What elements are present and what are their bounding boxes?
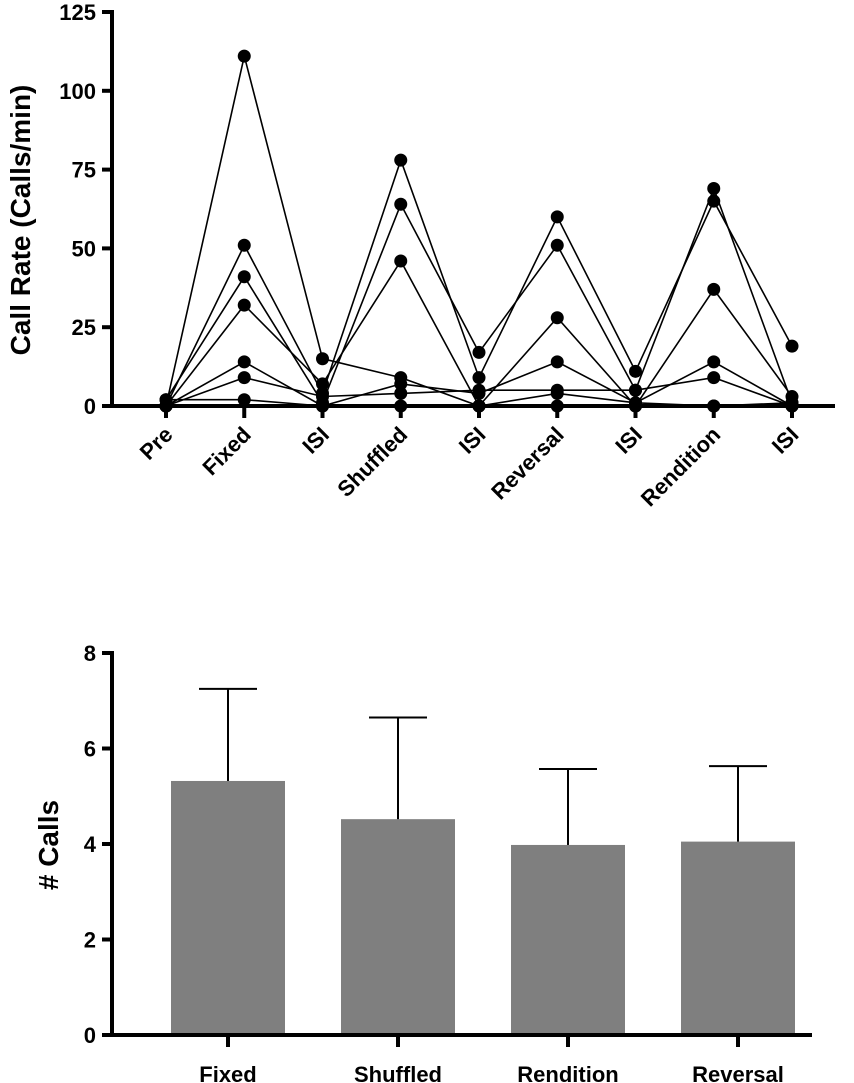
line-chart-y-axis-title: Call Rate (Calls/min) [5, 85, 36, 356]
bar-chart-x-axis: Fixed Shuffled Rendition Reversal [110, 1033, 812, 1083]
data-point [316, 390, 329, 404]
data-point [159, 393, 173, 407]
y-tick-label: 0 [84, 1023, 96, 1048]
data-point [707, 355, 721, 369]
data-point [237, 355, 251, 369]
line-chart-points [159, 49, 799, 413]
bar-chart-y-axis: 0 2 4 6 8 [84, 641, 114, 1048]
data-point [550, 238, 564, 252]
data-point [394, 386, 408, 400]
data-point [237, 298, 251, 312]
y-tick-label: 100 [59, 79, 96, 104]
x-tick-label: Rendition [517, 1062, 618, 1083]
data-point [237, 371, 251, 385]
data-point [785, 390, 799, 404]
data-point [316, 352, 329, 366]
bar-chart: 0 2 4 6 8 Fixed Shuffled Rendition Reversal # C… [33, 641, 812, 1083]
data-point [472, 345, 486, 359]
data-point [237, 393, 251, 407]
y-tick-label: 4 [84, 832, 97, 857]
data-point [472, 371, 486, 385]
data-point [550, 355, 564, 369]
data-point [237, 238, 251, 252]
x-tick-label: ISI [610, 422, 647, 459]
y-tick-label: 50 [72, 236, 96, 261]
bar-chart-error-bars [199, 687, 767, 845]
data-point [394, 254, 408, 268]
data-point [472, 383, 486, 397]
bar [341, 819, 455, 1035]
data-point [550, 383, 564, 397]
x-tick-label: Pre [135, 422, 178, 465]
data-point [707, 194, 721, 208]
x-tick-label: Rendition [636, 422, 725, 511]
data-point [629, 383, 642, 397]
bar [171, 780, 285, 1035]
bar [681, 841, 795, 1035]
y-tick-label: 0 [84, 394, 96, 419]
data-point [316, 377, 329, 391]
x-tick-label: Reversal [692, 1062, 784, 1083]
series-line [165, 157, 793, 407]
bar-chart-y-axis-title: # Calls [33, 800, 64, 890]
data-point [707, 282, 721, 296]
data-point [237, 49, 251, 63]
x-tick-label: ISI [767, 422, 804, 459]
data-point [550, 311, 564, 325]
data-point [785, 339, 799, 353]
x-tick-label: ISI [297, 422, 334, 459]
x-tick-label: Shuffled [354, 1062, 442, 1083]
bar-chart-bars [171, 780, 795, 1035]
data-point [394, 377, 408, 391]
x-tick-label: ISI [454, 422, 491, 459]
x-tick-label: Shuffled [332, 422, 412, 502]
data-point [394, 153, 408, 167]
y-tick-label: 2 [84, 928, 96, 953]
y-tick-label: 25 [72, 315, 96, 340]
y-tick-label: 8 [84, 641, 96, 666]
x-tick-label: Reversal [486, 422, 569, 505]
data-point [707, 371, 721, 385]
data-point [707, 182, 721, 196]
data-point [237, 270, 251, 284]
x-tick-label: Fixed [199, 1062, 256, 1083]
bar [511, 844, 625, 1035]
data-point [394, 197, 408, 211]
y-tick-label: 75 [72, 158, 96, 183]
line-chart-y-axis: 0 25 50 75 100 125 [59, 0, 114, 419]
data-point [629, 364, 642, 378]
y-tick-label: 125 [59, 0, 96, 25]
y-tick-label: 6 [84, 737, 96, 762]
data-point [550, 210, 564, 224]
x-tick-label: Fixed [197, 422, 255, 480]
